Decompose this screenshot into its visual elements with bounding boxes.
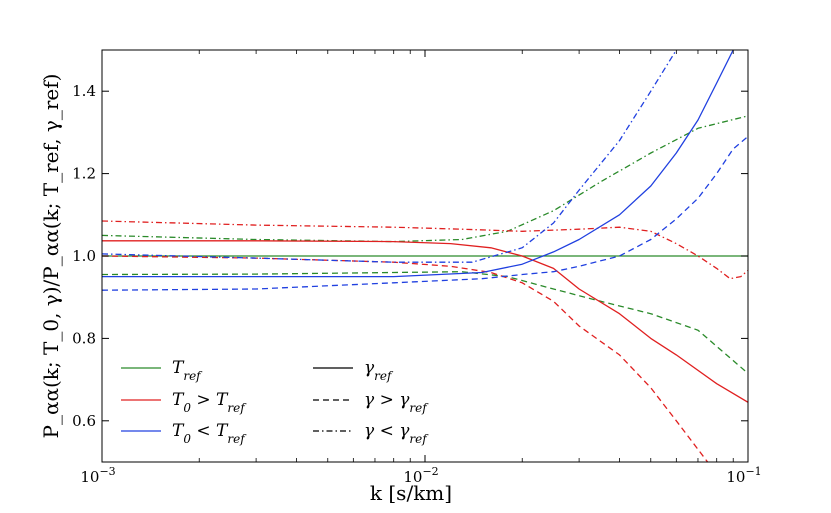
y-tick-label: 0.8 <box>72 329 96 347</box>
y-tick-label: 0.6 <box>72 412 96 430</box>
series-line-2 <box>102 271 748 374</box>
ticks-layer: 10−3 10−2 10−1 0.6 0.8 1.0 1.2 1.4 <box>72 50 762 486</box>
series-line-8 <box>102 136 748 291</box>
y-tick-label: 1.4 <box>72 82 96 100</box>
legend-color-label: T0 < Tref <box>172 421 247 446</box>
x-tick-label: 10−3 <box>80 465 115 486</box>
legend: Tref T0 > Tref T0 < Tref γref γ > γref γ < γr… <box>121 358 429 446</box>
y-tick-label: 1.0 <box>72 247 96 265</box>
legend-style-label: γref <box>364 358 394 383</box>
series-line-5 <box>102 255 709 462</box>
x-axis-label: k [s/km] <box>370 481 452 505</box>
x-tick-label: 10−2 <box>403 465 438 486</box>
series-line-6 <box>102 220 748 280</box>
y-axis-label: P_αα(k; T_0, γ)/P_αα(k; T_ref, γ_ref) <box>39 74 63 439</box>
series-layer <box>102 50 748 462</box>
y-tick-label: 1.2 <box>72 165 96 183</box>
legend-style-label: γ > γref <box>364 390 429 415</box>
series-line-4 <box>102 240 748 403</box>
series-line-3 <box>102 115 748 243</box>
series-line-9 <box>102 50 677 263</box>
x-tick-label: 10−1 <box>726 465 761 486</box>
series-line-7 <box>102 50 734 278</box>
legend-style-label: γ < γref <box>364 421 429 446</box>
legend-color-label: Tref <box>172 358 203 383</box>
legend-color-label: T0 > Tref <box>172 390 247 415</box>
